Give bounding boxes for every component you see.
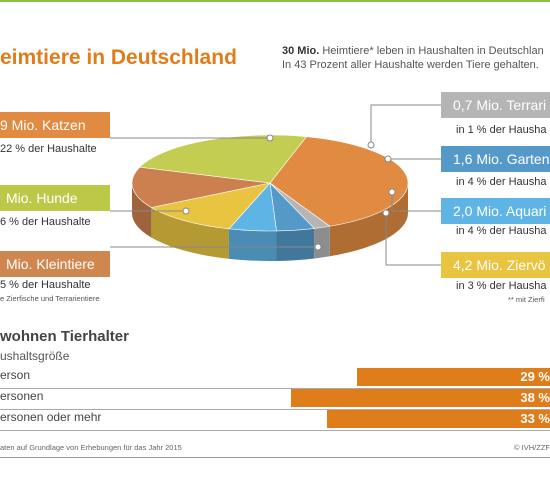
label-ziervoegel: 4,2 Mio. Ziervö xyxy=(441,252,550,278)
pie-chart xyxy=(110,104,441,266)
pie-slice-kleintiere xyxy=(131,166,271,208)
leader-dot xyxy=(314,243,322,251)
label-terrarien: 0,7 Mio. Terrari xyxy=(441,92,550,118)
pie-side-ziervögel xyxy=(151,207,229,259)
households-subheading: ushaltsgröße xyxy=(0,349,70,363)
label-katzen-text: 9 Mio. Katzen xyxy=(0,117,86,133)
household-row-label: ersonen xyxy=(0,389,44,403)
label-kleintiere: Mio. Kleintiere xyxy=(0,251,110,277)
household-bar xyxy=(327,410,550,428)
pie-slice-ziervögel xyxy=(150,182,271,230)
top-rule xyxy=(0,0,550,2)
pie-side-gartenteichen xyxy=(276,228,315,261)
pie-leader-lines xyxy=(110,104,441,266)
household-row-label: erson xyxy=(0,368,31,382)
leader-dot xyxy=(367,141,375,149)
label-hunde: Mio. Hunde xyxy=(0,185,110,211)
bottom-rule xyxy=(0,457,550,458)
share-kleintiere: 5 % der Haushalte xyxy=(0,279,91,291)
label-gartenteiche: 1,6 Mio. Gartenteiche xyxy=(441,146,550,172)
leader-dot xyxy=(266,134,274,142)
footnote-right: ** mit Zierfi xyxy=(508,295,545,304)
pie-slice-katzen xyxy=(269,136,409,227)
share-gartenteiche: in 4 % der Hausha xyxy=(456,176,547,188)
pie-slice-hunde xyxy=(139,134,307,184)
household-bar-value: 29 % xyxy=(520,369,550,384)
source-note: aten auf Grundlage von Erhebungen für da… xyxy=(0,443,182,452)
pie-side-aquarien xyxy=(228,228,277,261)
households-heading: wohnen Tierhalter xyxy=(0,328,129,345)
share-terrarien: in 1 % der Hausha xyxy=(456,124,547,136)
label-aquarien: 2,0 Mio. Aquari xyxy=(441,198,550,224)
household-bar-value: 33 % xyxy=(520,411,550,426)
pie-side-kleintiere xyxy=(132,183,152,238)
household-bar xyxy=(291,389,550,407)
footnote-left: e Zierfische und Terrarientiere xyxy=(0,294,100,303)
pie-side-katzen xyxy=(329,183,409,257)
page-title: eimtiere in Deutschland xyxy=(0,46,237,69)
leader-dot xyxy=(388,188,396,196)
intro-line-2: In 43 Prozent aller Haushalte werden Tie… xyxy=(282,59,539,71)
leader-line xyxy=(385,213,441,266)
intro-highlight: 30 Mio. xyxy=(282,45,320,57)
leader-line xyxy=(370,104,441,145)
leader-line xyxy=(391,192,441,212)
share-ziervoegel: in 3 % der Hausha xyxy=(456,280,547,292)
pie-top xyxy=(131,134,409,232)
pie-side-walls xyxy=(132,183,409,261)
intro-line-1-text: Heimtiere* leben in Haushalten in Deutsc… xyxy=(319,45,544,57)
label-katzen: 9 Mio. Katzen xyxy=(0,112,110,138)
leader-dot xyxy=(382,209,390,217)
household-row: ersonen oder mehr 33 % xyxy=(0,408,550,431)
household-row: erson 29 % xyxy=(0,366,550,389)
label-hunde-text: Mio. Hunde xyxy=(6,190,78,206)
household-bar-value: 38 % xyxy=(520,390,550,405)
household-row: ersonen 38 % xyxy=(0,387,550,410)
share-aquarien: in 4 % der Hausha xyxy=(456,225,547,237)
household-bar xyxy=(357,368,550,386)
copyright: © IVH/ZZF xyxy=(514,443,550,452)
household-row-label: ersonen oder mehr xyxy=(0,410,102,424)
label-kleintiere-text: Mio. Kleintiere xyxy=(6,256,95,272)
share-katzen: 22 % der Haushalte xyxy=(0,143,97,155)
intro-text: 30 Mio. Heimtiere* leben in Haushalten i… xyxy=(282,44,544,72)
pie-side-terrarientiere xyxy=(314,226,330,259)
leader-dot xyxy=(182,207,190,215)
intro-line-1: 30 Mio. Heimtiere* leben in Haushalten i… xyxy=(282,44,544,58)
leader-dot xyxy=(384,155,392,163)
share-hunde: 6 % der Haushalte xyxy=(0,216,91,228)
